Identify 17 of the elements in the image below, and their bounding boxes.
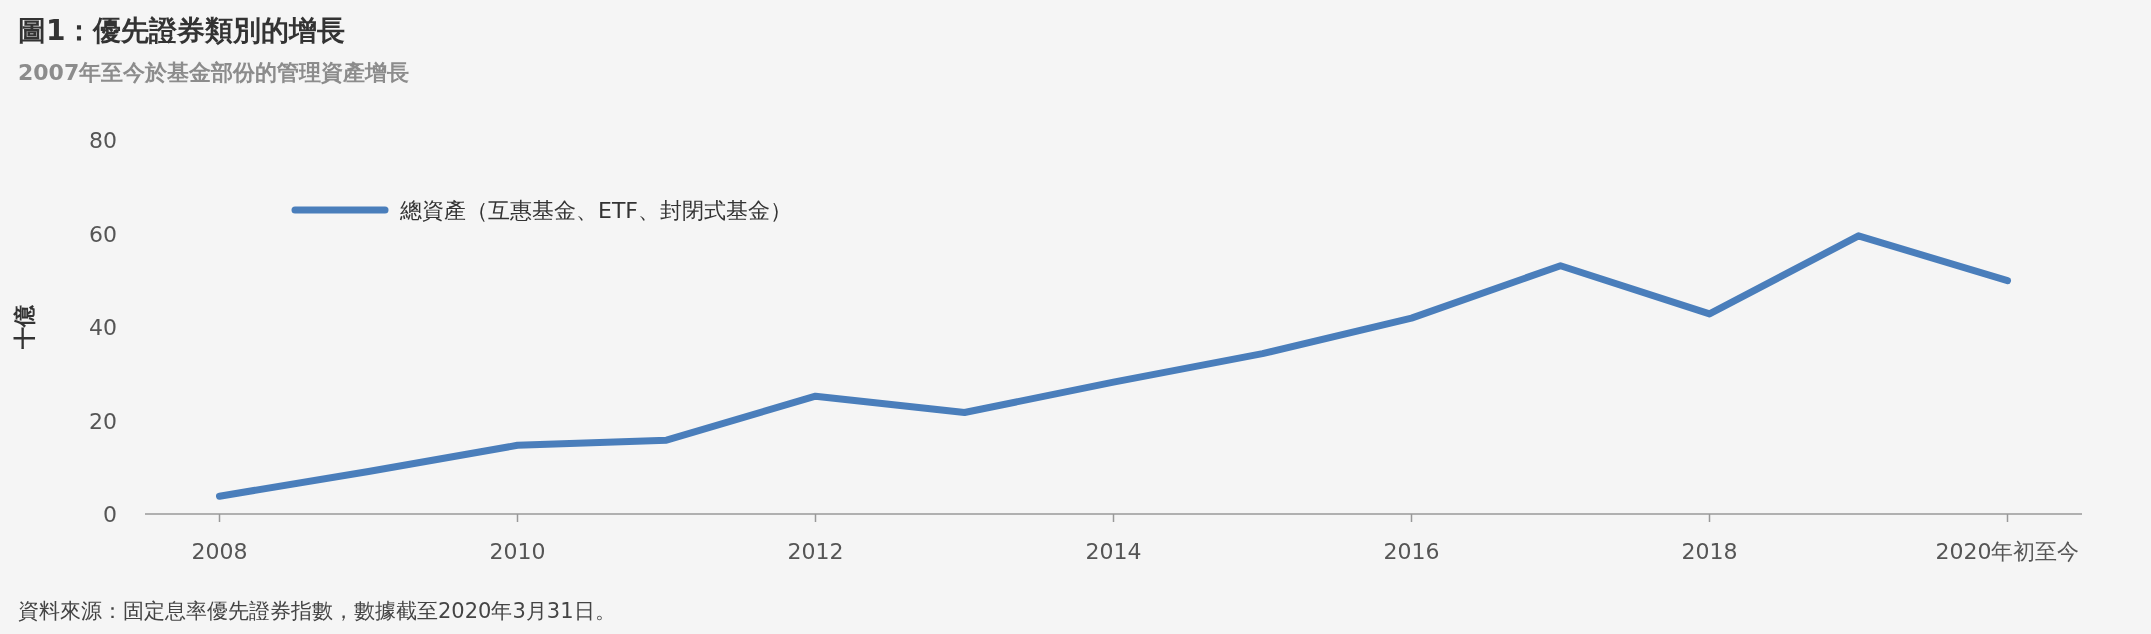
x-tick-label: 2020年初至今 [1935,539,2080,564]
chart-title: 圖1：優先證券類別的增長 [18,14,346,47]
y-axis-title: 十億 [12,304,37,350]
y-tick-label: 60 [89,221,117,247]
legend-label: 總資產（互惠基金、ETF、封閉式基金） [399,198,792,223]
y-tick-label: 40 [89,315,117,340]
x-tick-label: 2008 [191,539,248,564]
chart-subtitle: 2007年至今於基金部份的管理資產增長 [18,60,410,85]
x-tick-label: 2018 [1681,539,1738,564]
source-note: 資料來源：固定息率優先證券指數，數據截至2020年3月31日。 [18,599,616,623]
y-tick-label: 20 [89,408,117,434]
x-tick-label: 2014 [1085,539,1142,564]
y-tick-label: 80 [89,128,117,153]
x-tick-label: 2016 [1383,539,1440,564]
x-tick-label: 2010 [489,539,546,564]
y-tick-label: 0 [103,502,117,527]
x-tick-label: 2012 [787,539,844,564]
